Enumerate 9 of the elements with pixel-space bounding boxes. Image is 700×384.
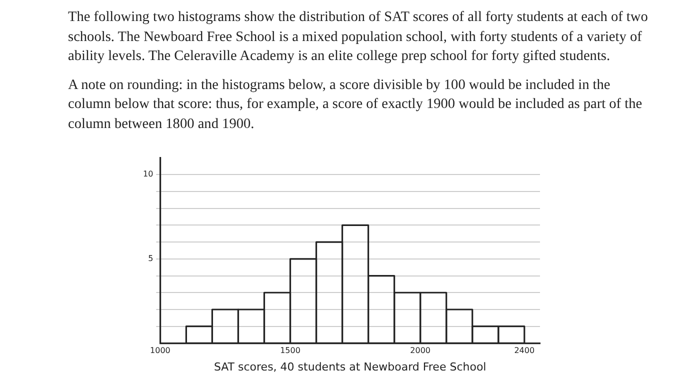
x-tick-label: 1000 bbox=[150, 346, 170, 356]
x-tick-label: 1500 bbox=[280, 346, 300, 356]
x-tick-label: 2400 bbox=[514, 346, 535, 356]
text: The following two histograms show the distribution of SAT scores of all forty students at each of two schools. The Newboard Free School is a mixed population school, with forty students of a variety of ability levels. The Celeraville Academy is an elite college prep school for forty gifted students. bbox=[68, 8, 649, 66]
y-tick-label: 10 bbox=[142, 170, 154, 179]
text: A note on rounding: in the histograms below, a score divisible by 100 would be included in the column below that score: thus, for example, a score of exactly 1900 would be included as part of the column between 1800 and 1900. bbox=[68, 76, 644, 134]
y-tick-label: 5 bbox=[148, 254, 154, 264]
x-axis-title: SAT scores, 40 students at Newboard Free School bbox=[214, 360, 486, 374]
x-tick-label: 2000 bbox=[410, 346, 431, 356]
